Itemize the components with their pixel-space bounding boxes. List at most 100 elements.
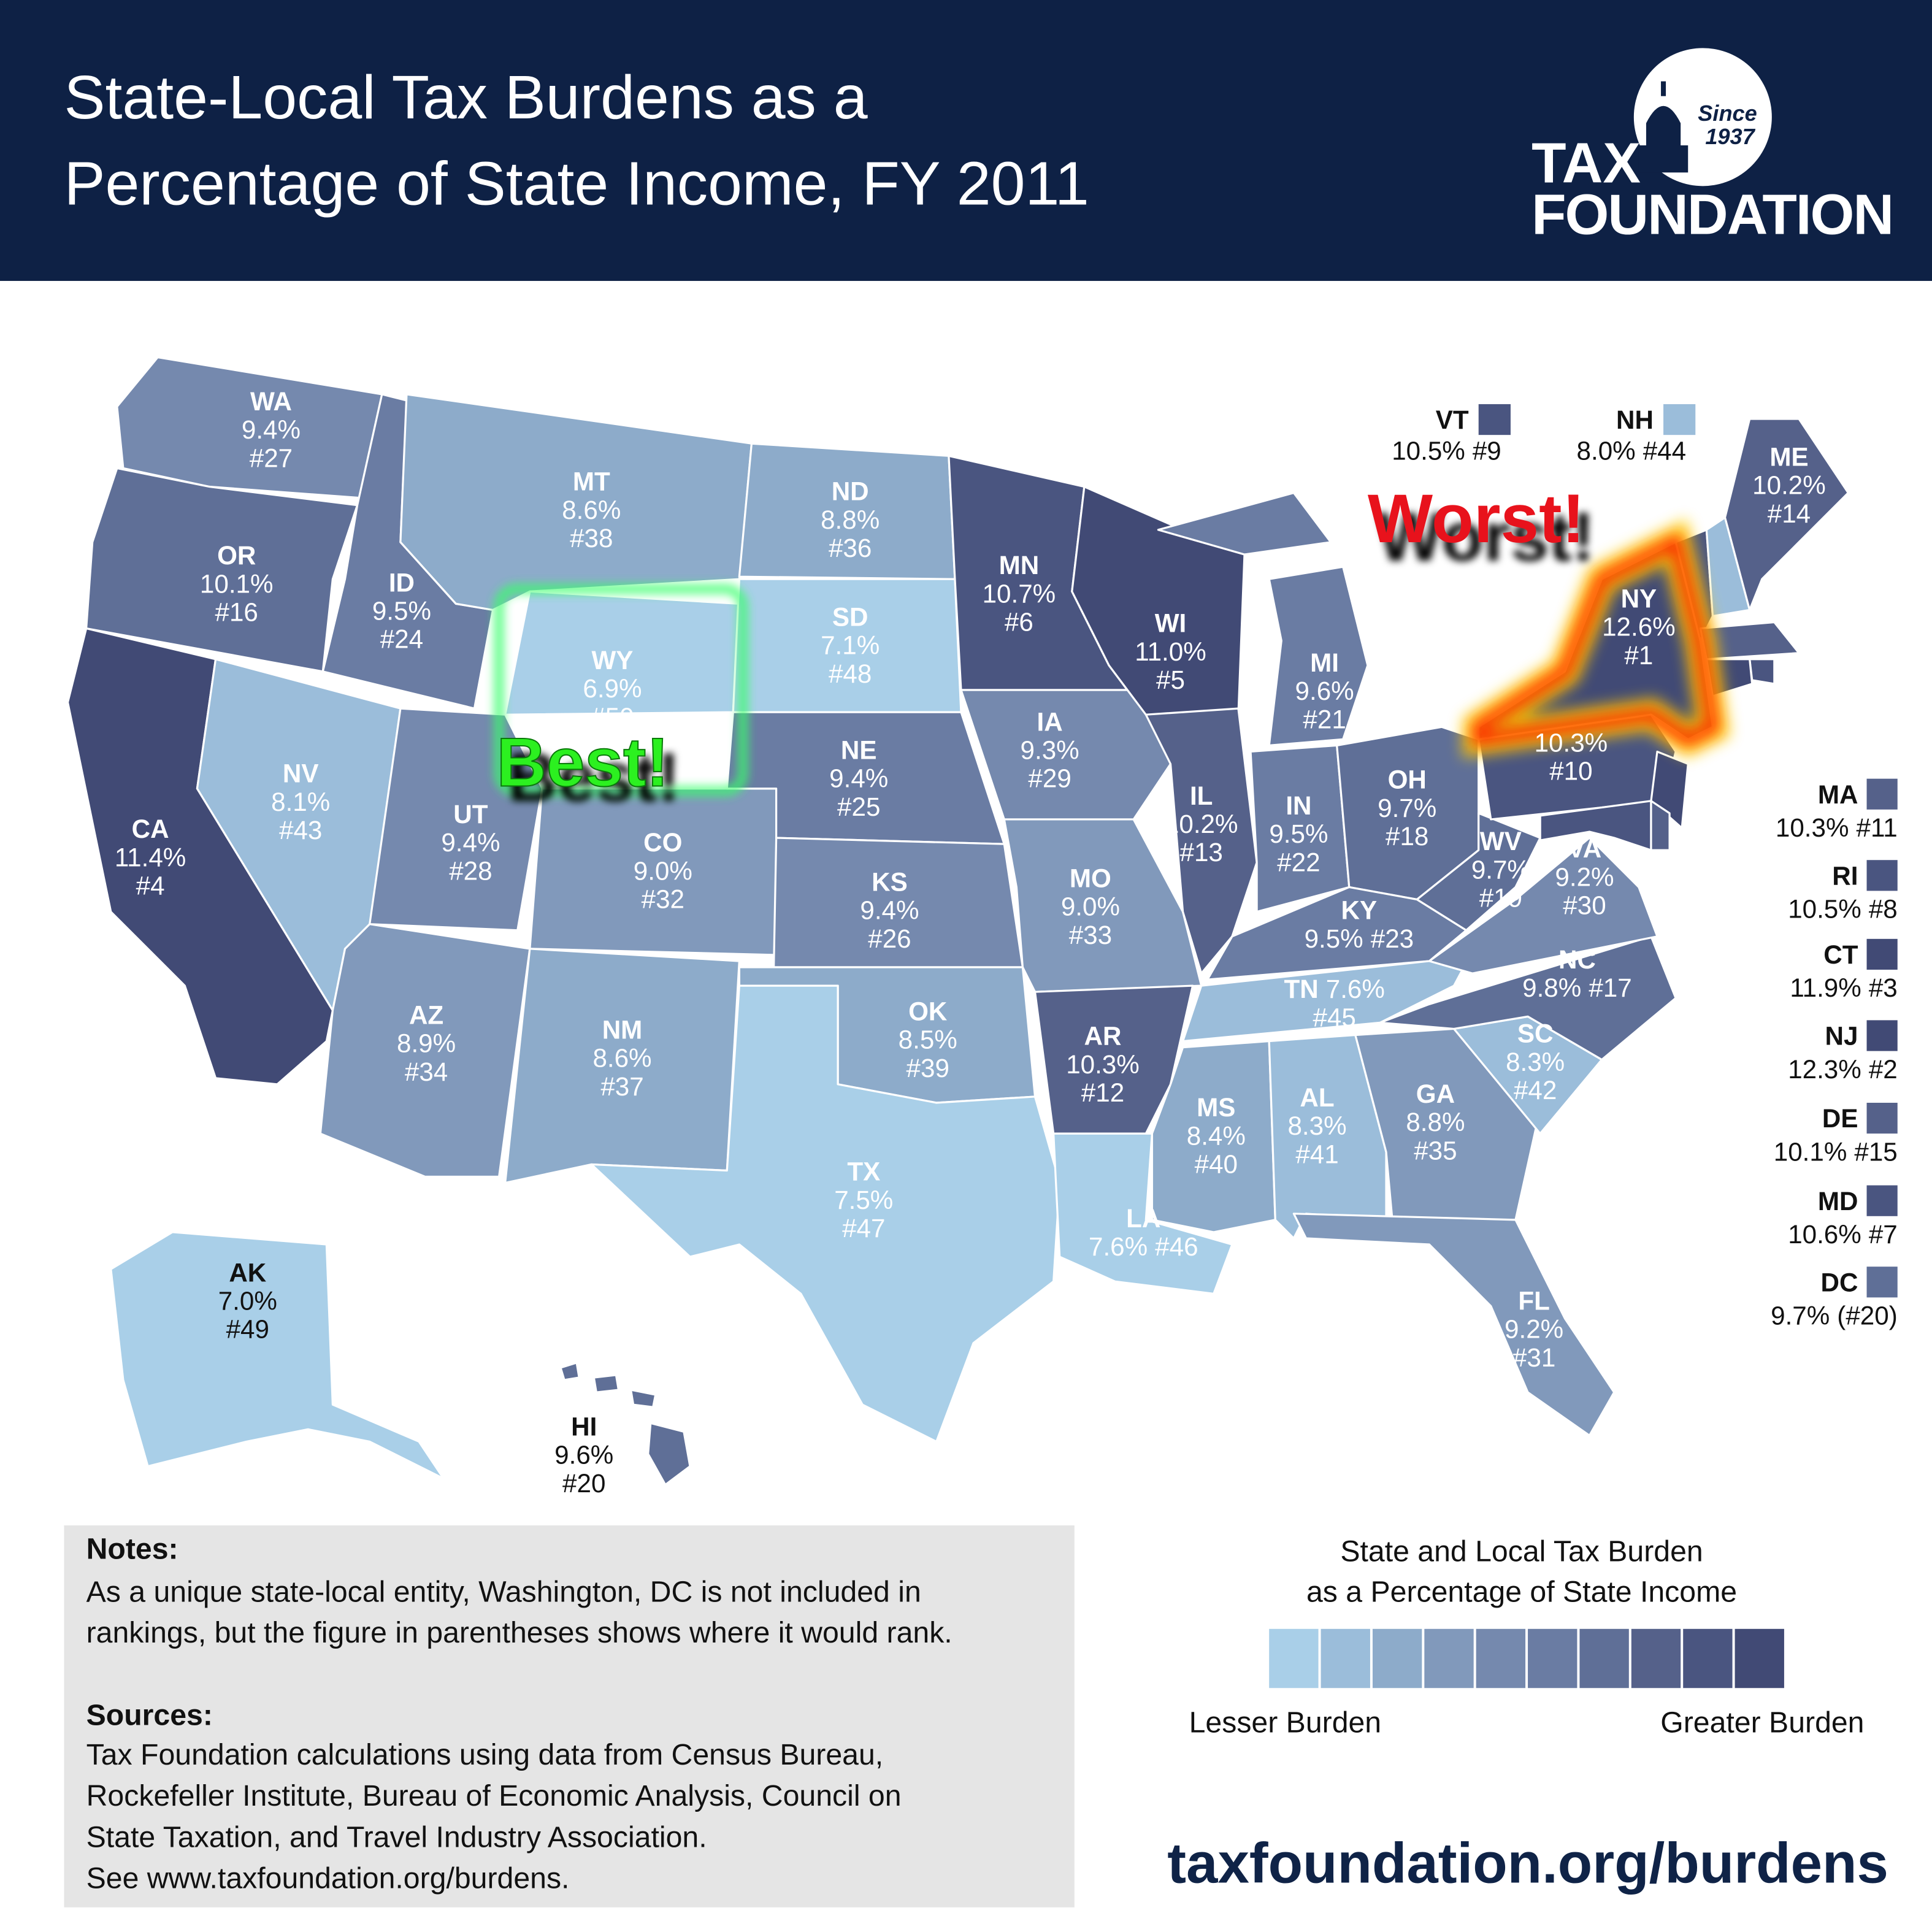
state-pct: 12.3% — [1788, 1055, 1861, 1084]
state-abbr: WV — [1480, 827, 1522, 856]
callout-abbr: RI — [1832, 861, 1858, 890]
state-pct: 7.0% — [218, 1286, 277, 1315]
state-abbr: FL — [1518, 1286, 1550, 1315]
state-abbr: IA — [1037, 707, 1063, 736]
legend-swatch — [1528, 1628, 1577, 1689]
legend-swatch — [1579, 1628, 1629, 1689]
legend-title: as a Percentage of State Income — [1306, 1576, 1737, 1609]
state-rank: #32 — [642, 885, 684, 914]
state-pct: 9.4% — [242, 415, 301, 444]
callout-abbr: VT — [1436, 405, 1469, 434]
logo-capitol — [1638, 105, 1689, 173]
legend-swatch — [1735, 1628, 1784, 1689]
state-shape — [647, 1422, 691, 1486]
state-rank: #12 — [1081, 1078, 1124, 1107]
state-abbr: KY — [1341, 896, 1378, 925]
state-pct: 10.3% — [1535, 728, 1608, 757]
state-figures: 8.0% #44 — [1577, 436, 1687, 465]
callout-abbr: NJ — [1825, 1022, 1858, 1051]
title-line: Percentage of State Income, FY 2011 — [64, 149, 1089, 218]
state-abbr: IN — [1286, 791, 1311, 820]
state-abbr: OR — [217, 541, 256, 570]
state-pct: 9.6% — [554, 1441, 613, 1470]
state-pct: 8.4% — [1187, 1121, 1246, 1150]
callout-swatch — [1866, 938, 1898, 970]
state-shape — [319, 923, 531, 1178]
logo-name: FOUNDATION — [1531, 183, 1893, 247]
state-figures: 10.5% #9 — [1392, 436, 1501, 465]
state-abbr: OK — [908, 997, 948, 1025]
state-figures: 9.5% #23 — [1305, 924, 1414, 953]
notes-box — [64, 1525, 1075, 1907]
state-rank: #46 — [1155, 1232, 1198, 1261]
worst-shadow: Worst! — [1378, 498, 1595, 575]
state-abbr: GA — [1416, 1079, 1455, 1108]
state-pct: 9.7% — [1378, 794, 1436, 822]
state-rank: #15 — [1854, 1137, 1897, 1166]
state-pct: 11.9% — [1790, 973, 1861, 1002]
state-abbr: OH — [1388, 765, 1427, 794]
callout-abbr: NH — [1616, 405, 1654, 434]
state-figures: 10.5% #8 — [1788, 895, 1898, 924]
worst-glow-inner — [1472, 533, 1720, 746]
state-pct: 10.1% — [200, 569, 274, 598]
state-shape — [559, 1362, 580, 1381]
state-abbr: VA — [1568, 834, 1601, 863]
callout-swatch — [1866, 1020, 1898, 1051]
legend-title: State and Local Tax Burden — [1340, 1535, 1703, 1568]
state-pct: 9.5% — [1305, 924, 1363, 953]
state-rank: #41 — [1295, 1140, 1338, 1168]
state-shape — [1052, 1132, 1233, 1295]
state-shape — [1379, 935, 1677, 1061]
notes-line: As a unique state-local entity, Washingt… — [86, 1576, 921, 1609]
state-rank: #18 — [1386, 822, 1428, 851]
sources-line: State Taxation, and Travel Industry Asso… — [86, 1820, 707, 1853]
state-pct: 8.3% — [1506, 1048, 1565, 1076]
state-pct: 8.8% — [821, 505, 880, 534]
state-shape — [590, 984, 1061, 1443]
state-pct: 8.8% — [1406, 1108, 1465, 1137]
state-pct: 11.0% — [1135, 637, 1206, 666]
state-rank: #38 — [570, 524, 613, 553]
state-abbr: ID — [389, 568, 415, 597]
callout-abbr: DE — [1822, 1104, 1858, 1133]
callout-swatch — [1866, 860, 1898, 891]
state-rank: #2 — [1869, 1055, 1898, 1084]
state-abbr: KS — [872, 867, 908, 896]
state-abbr: WI — [1155, 609, 1187, 638]
state-pct: 9.0% — [634, 856, 692, 885]
state-pct: 9.2% — [1505, 1315, 1563, 1344]
state-pct: 8.9% — [397, 1029, 456, 1058]
logo-spire — [1661, 81, 1666, 96]
state-pct: 9.3% — [1021, 736, 1079, 765]
state-shape — [1144, 707, 1258, 975]
state-pct: 10.5% — [1392, 436, 1465, 465]
state-abbr: WY — [591, 646, 633, 675]
url: taxfoundation.org/burdens — [1167, 1831, 1888, 1895]
state-rank: #36 — [829, 534, 872, 562]
state-abbr: HI — [571, 1412, 597, 1441]
legend-swatch — [1321, 1628, 1370, 1689]
state-rank: #8 — [1869, 895, 1898, 924]
state-rank: #34 — [405, 1057, 448, 1086]
state-pct: 10.2% — [1165, 810, 1238, 838]
state-pct: 9.4% — [860, 896, 919, 925]
state-rank: #30 — [1563, 891, 1606, 920]
legend-low: Lesser Burden — [1189, 1706, 1382, 1739]
sources-heading: Sources: — [86, 1699, 213, 1732]
state-abbr: ND — [832, 477, 869, 506]
state-rank: #25 — [837, 792, 880, 821]
state-pct: 9.5% — [372, 596, 431, 625]
state-pct: 8.6% — [562, 496, 621, 524]
state-abbr: TN — [1284, 975, 1318, 1003]
state-figures: 10.1% #15 — [1774, 1137, 1898, 1166]
state-abbr: MN — [999, 551, 1040, 580]
state-abbr: AR — [1084, 1022, 1122, 1051]
state-shape — [1749, 658, 1776, 685]
state-shape — [592, 1374, 620, 1393]
state-rank: #39 — [907, 1054, 949, 1083]
state-rank: #50 — [591, 702, 634, 731]
state-figures: 9.7% (#20) — [1771, 1301, 1898, 1330]
